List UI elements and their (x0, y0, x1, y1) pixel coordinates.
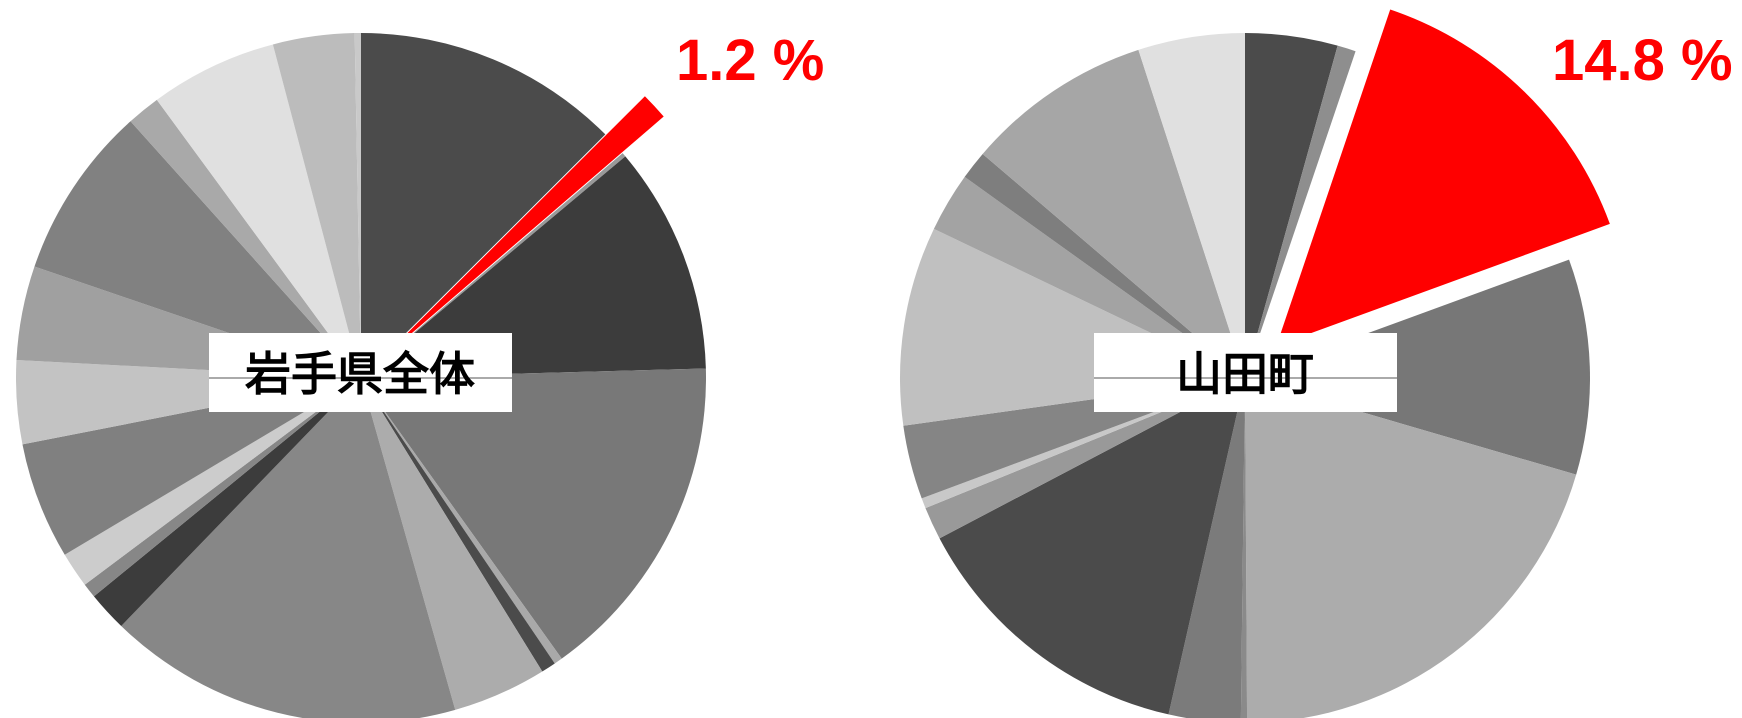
pie-0-slice-16 (130, 99, 361, 378)
pie-0-slice-10 (84, 378, 361, 597)
pie-0-slice-15 (34, 121, 362, 378)
pie-1-slice-8 (925, 378, 1245, 539)
pie-0-slice-9 (93, 378, 362, 627)
pie-1-slice-14 (982, 49, 1245, 378)
pie-0-title-box (209, 333, 512, 412)
pie-1-slice-7 (939, 378, 1245, 715)
pie-0-slice-7 (361, 378, 543, 710)
pie-1-highlight-slice (1276, 9, 1610, 346)
pie-1-slice-6 (1168, 378, 1245, 718)
pie-1-highlight-label: 14.8 % (1552, 28, 1733, 93)
pie-0-title: 岩手県全体 (245, 347, 475, 401)
pie-1-slice-5 (1240, 378, 1248, 718)
pie-0-slice-2 (361, 153, 626, 378)
pie-0-label: 岩手県全体 (209, 333, 512, 412)
pie-0-slice-11 (64, 378, 361, 585)
pie-chart-iwate (15, 33, 707, 718)
pie-0-slice-12 (22, 378, 361, 555)
pie-0-slice-0 (361, 33, 606, 378)
pie-1-title: 山田町 (1176, 347, 1314, 401)
pie-0-slice-5 (361, 378, 562, 664)
pie-0-slice-6 (361, 378, 555, 672)
pie-1-slice-15 (1138, 33, 1245, 378)
pie-0-highlight-slice (379, 96, 664, 362)
pie-0-slice-17 (156, 44, 361, 378)
pie-1-slice-12 (933, 176, 1245, 378)
pie-0-slice-8 (121, 378, 456, 718)
pie-0-slice-3 (361, 156, 706, 378)
pie-chart-yamada (900, 9, 1610, 718)
pie-0-slice-18 (272, 33, 361, 379)
pie-0-highlight-label: 1.2 % (676, 28, 824, 93)
pie-1-slice-4 (1245, 378, 1577, 718)
pie-0-slice-19 (354, 33, 361, 378)
pie-0-slice-4 (361, 368, 707, 659)
pie-1-slice-13 (964, 153, 1245, 378)
pie-1-slice-1 (1245, 45, 1356, 379)
pie-1-slice-3 (1245, 259, 1590, 475)
pie-1-title-box (1094, 333, 1397, 412)
pie-1-slice-0 (1245, 33, 1338, 378)
pie-1-label: 山田町 (1094, 333, 1397, 412)
